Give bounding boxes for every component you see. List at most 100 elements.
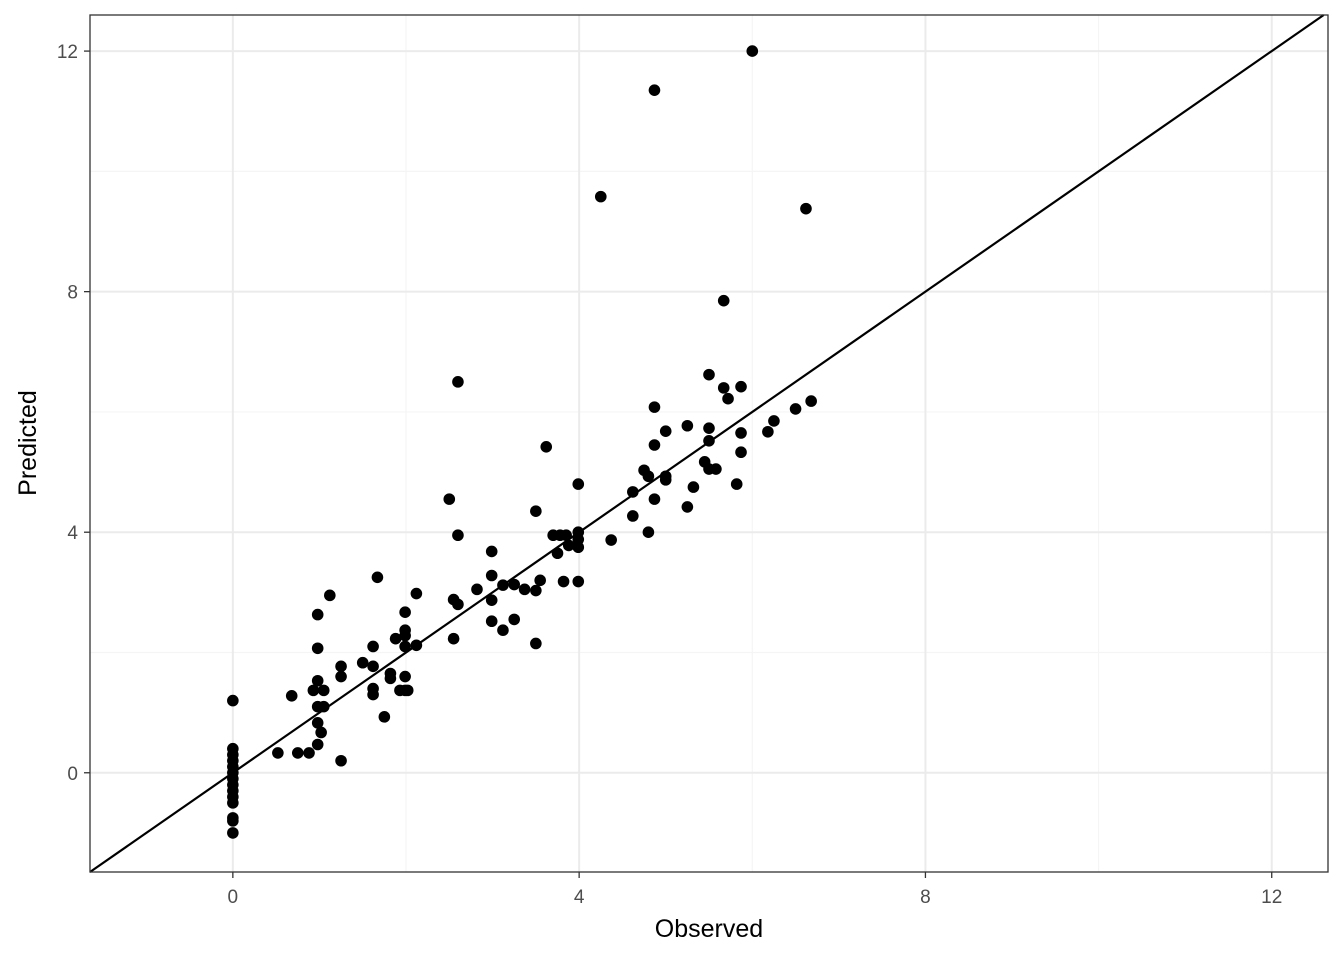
data-point-59 [485, 545, 498, 558]
x-tick-label-0: 0 [228, 887, 239, 908]
data-point-74 [551, 547, 564, 560]
data-point-77 [560, 529, 572, 542]
data-point-24 [311, 738, 324, 751]
data-point-17 [303, 747, 315, 759]
data-point-14 [272, 747, 284, 759]
data-point-33 [367, 640, 379, 653]
data-point-111 [735, 380, 747, 393]
y-tick-label-0: 0 [67, 764, 78, 785]
data-point-12 [227, 815, 239, 827]
data-point-90 [642, 526, 655, 539]
y-axis-title: Predicted [14, 390, 42, 496]
data-point-37 [371, 571, 384, 584]
data-point-54 [447, 632, 460, 645]
data-point-89 [642, 470, 655, 483]
data-point-92 [648, 401, 661, 413]
data-point-69 [530, 584, 542, 597]
data-point-119 [805, 395, 817, 407]
data-point-32 [356, 656, 369, 669]
data-point-49 [401, 684, 414, 697]
data-point-102 [703, 368, 715, 381]
data-point-93 [648, 439, 661, 451]
y-tick-label-2: 8 [67, 283, 78, 304]
data-point-62 [485, 615, 498, 628]
data-point-31 [335, 754, 347, 767]
data-point-52 [443, 493, 456, 505]
data-point-61 [485, 594, 498, 606]
data-point-50 [410, 639, 423, 652]
data-point-99 [681, 501, 694, 513]
data-point-106 [710, 463, 722, 475]
data-point-110 [730, 478, 743, 490]
data-point-113 [735, 446, 747, 459]
data-point-19 [311, 642, 324, 655]
panel-border [89, 14, 1329, 873]
data-point-107 [717, 294, 730, 307]
data-point-26 [317, 684, 330, 697]
data-point-108 [717, 382, 730, 394]
data-point-10 [227, 797, 239, 809]
data-point-21 [311, 674, 324, 687]
data-point-95 [659, 425, 672, 437]
data-point-84 [594, 190, 607, 203]
data-point-85 [605, 534, 617, 546]
data-point-16 [291, 747, 304, 759]
data-point-94 [648, 493, 661, 505]
data-point-29 [335, 660, 347, 673]
y-tick-label-3: 12 [57, 42, 78, 63]
data-point-36 [367, 688, 379, 701]
data-point-43 [399, 606, 411, 618]
data-point-41 [389, 632, 402, 645]
data-point-87 [627, 510, 639, 522]
data-point-66 [508, 613, 521, 626]
data-point-51 [410, 587, 423, 600]
data-point-109 [722, 392, 734, 405]
data-point-76 [557, 575, 570, 588]
data-point-65 [508, 578, 521, 591]
data-point-67 [518, 583, 531, 596]
data-point-56 [452, 529, 464, 542]
data-point-103 [703, 422, 715, 434]
data-point-115 [762, 425, 774, 438]
data-point-117 [789, 403, 802, 415]
data-point-104 [703, 434, 715, 447]
data-point-82 [572, 541, 585, 554]
data-point-64 [497, 624, 509, 637]
data-point-18 [307, 684, 320, 697]
data-point-25 [315, 726, 327, 739]
data-point-112 [735, 427, 747, 439]
y-tick-label-1: 4 [67, 523, 78, 544]
data-point-78 [562, 539, 575, 552]
data-point-27 [317, 700, 330, 713]
x-tick-label-1: 4 [574, 887, 585, 908]
axis-ticks: 0 4 8 12 0 4 8 12 [57, 42, 1282, 908]
data-point-30 [335, 670, 347, 683]
data-point-83 [572, 575, 585, 588]
x-axis-title: Observed [655, 915, 763, 943]
data-point-23 [311, 717, 324, 729]
x-tick-label-2: 8 [920, 887, 931, 908]
data-point-116 [768, 415, 780, 427]
data-point-72 [540, 441, 553, 453]
data-point-114 [746, 45, 759, 57]
data-point-0 [227, 694, 239, 707]
data-point-13 [227, 827, 239, 839]
data-point-47 [399, 670, 411, 683]
data-point-40 [384, 672, 397, 685]
data-point-46 [399, 640, 411, 653]
data-point-98 [681, 419, 694, 432]
data-point-97 [659, 474, 672, 486]
data-point-86 [627, 486, 639, 498]
data-point-60 [485, 569, 498, 582]
x-tick-label-3: 12 [1261, 887, 1282, 908]
data-point-100 [687, 481, 700, 493]
data-point-55 [452, 376, 464, 388]
data-point-20 [311, 608, 324, 621]
data-point-58 [471, 583, 483, 596]
data-point-63 [497, 579, 509, 591]
data-point-38 [378, 711, 391, 723]
data-point-70 [530, 637, 542, 650]
grid-lines [90, 15, 1328, 872]
data-point-91 [648, 84, 661, 96]
